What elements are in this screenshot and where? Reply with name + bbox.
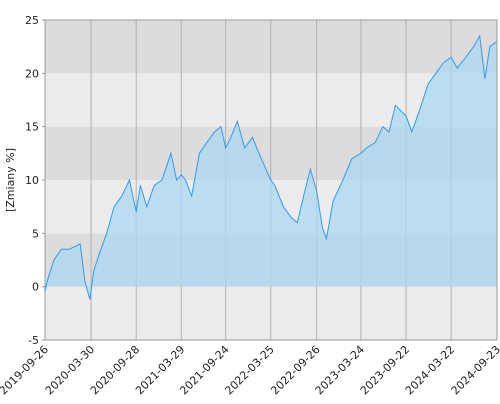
y-tick-label: 0 bbox=[32, 281, 39, 294]
y-tick-label: -5 bbox=[28, 334, 39, 347]
x-tick-label: 2024-09-23 bbox=[449, 343, 500, 397]
y-tick-label: 15 bbox=[25, 121, 39, 134]
y-tick-label: 10 bbox=[25, 174, 39, 187]
y-axis-label: [Zmiany %] bbox=[4, 148, 17, 212]
line bbox=[44, 34, 498, 300]
plot-frame bbox=[44, 19, 498, 341]
y-tick-label: 5 bbox=[32, 227, 39, 240]
y-tick-label: 20 bbox=[25, 67, 39, 80]
y-tick-label: 25 bbox=[25, 14, 39, 27]
area bbox=[45, 36, 497, 300]
